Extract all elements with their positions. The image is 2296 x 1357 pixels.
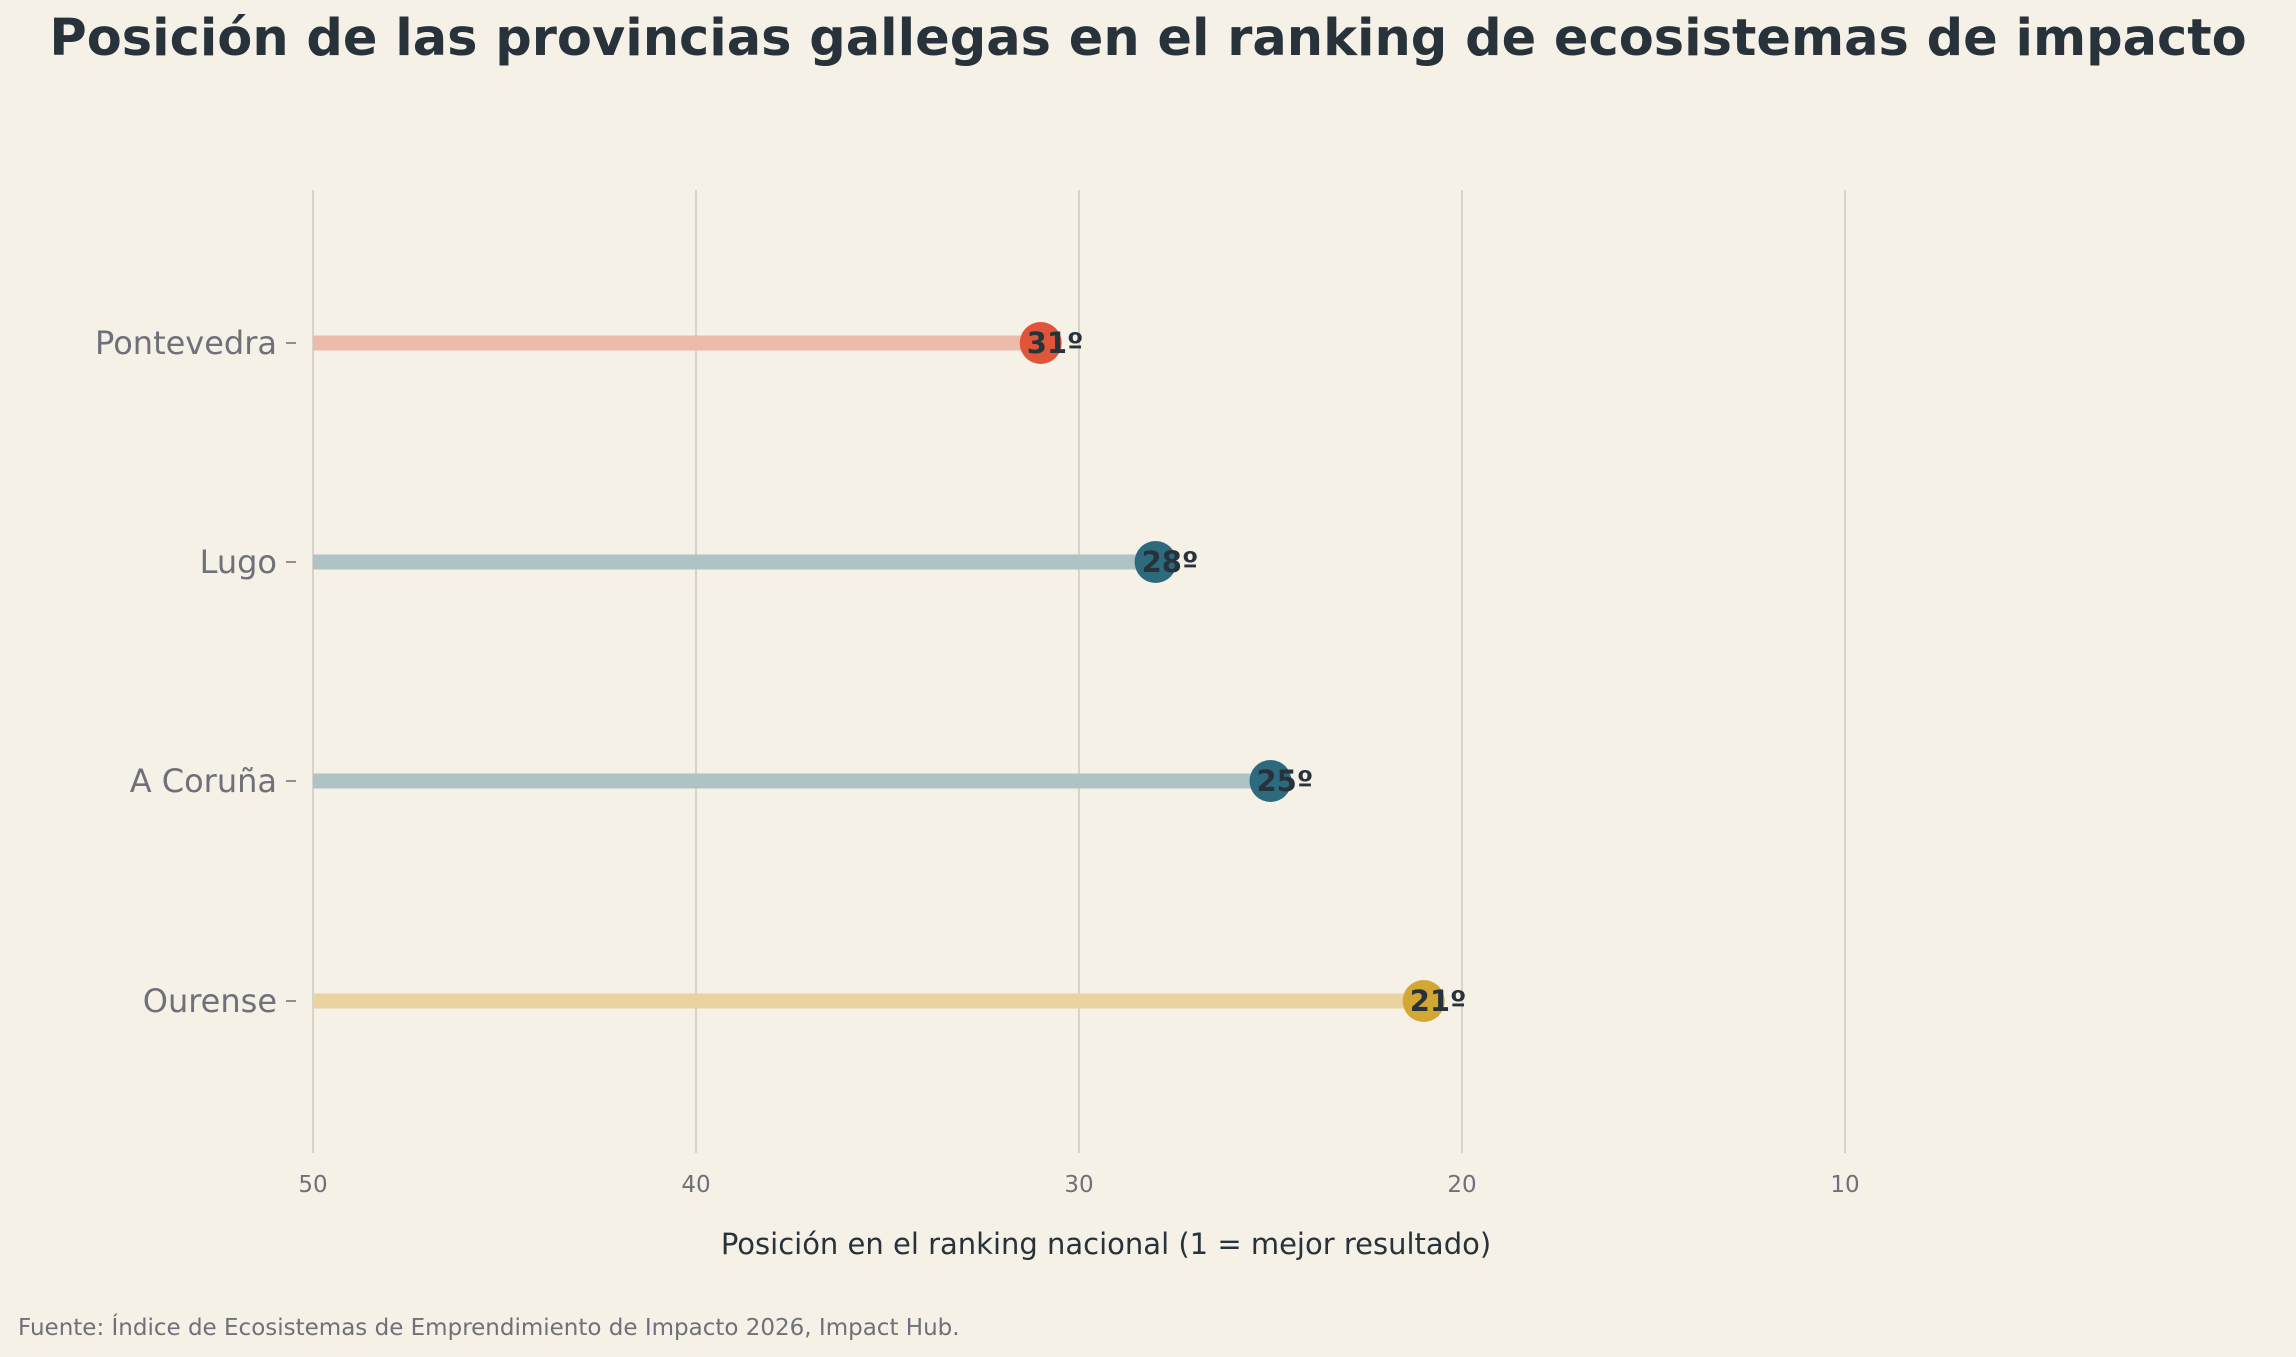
y-tick-label: Pontevedra xyxy=(95,324,277,362)
data-label: 25º xyxy=(1257,764,1314,798)
dot-1 xyxy=(1134,541,1177,583)
chart-title: Posición de las provincias gallegas en e… xyxy=(49,9,2246,68)
x-tick-label: 50 xyxy=(298,1172,327,1198)
dots xyxy=(1019,322,1445,1022)
x-tick-label: 20 xyxy=(1447,1172,1476,1198)
y-tick-label: Lugo xyxy=(200,543,277,581)
y-axis-ticks: Pontevedra Lugo A Coruña Ourense xyxy=(95,324,296,1020)
source-note: Fuente: Índice de Ecosistemas de Emprend… xyxy=(18,1313,960,1341)
x-tick-label: 30 xyxy=(1064,1172,1093,1198)
x-axis-ticks: 50 40 30 20 10 xyxy=(298,1172,1859,1198)
x-axis-label: Posición en el ranking nacional (1 = mej… xyxy=(721,1227,1491,1261)
data-label: 21º xyxy=(1410,984,1467,1018)
data-labels: 31º 28º 25º 21º xyxy=(1027,326,1467,1018)
dot-2 xyxy=(1249,760,1292,802)
y-tick-label: Ourense xyxy=(143,982,277,1020)
x-tick-label: 40 xyxy=(681,1172,710,1198)
y-tick-label: A Coruña xyxy=(130,762,277,800)
data-label: 31º xyxy=(1027,326,1084,360)
x-tick-label: 10 xyxy=(1830,1172,1859,1198)
data-label: 28º xyxy=(1142,545,1199,579)
stems xyxy=(313,335,1424,1009)
dot-0 xyxy=(1019,322,1062,364)
dot-3 xyxy=(1402,980,1445,1022)
